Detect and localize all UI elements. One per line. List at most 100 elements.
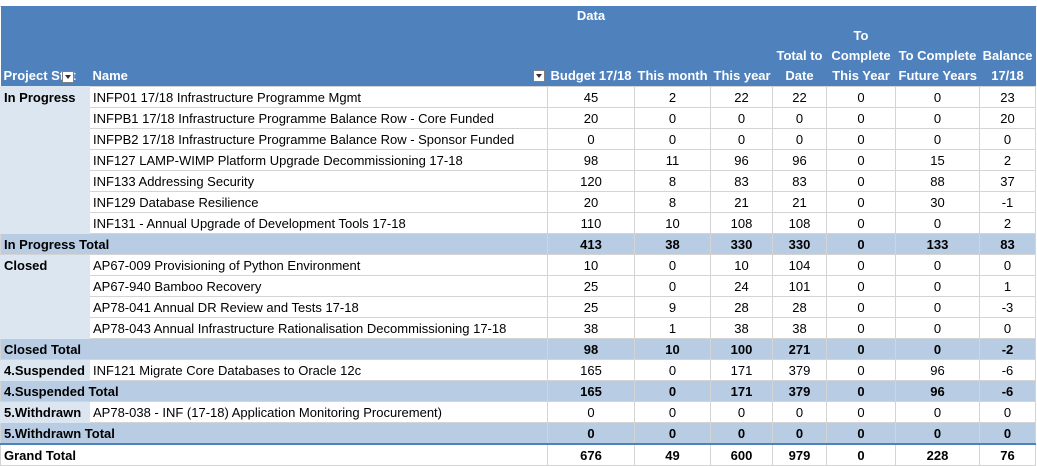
name-cell[interactable]: INF133 Addressing Security — [89, 170, 548, 192]
total-label-cell[interactable]: 5.Withdrawn Total — [0, 422, 548, 445]
balance-cell[interactable]: 37 — [979, 170, 1036, 192]
to-complete-future-cell[interactable]: 0 — [895, 275, 980, 297]
total-to-date-cell[interactable]: 101 — [772, 275, 827, 297]
to-complete-this-year-cell[interactable]: 0 — [826, 212, 896, 234]
this-month-cell[interactable]: 0 — [634, 275, 711, 297]
this-month-cell[interactable]: 0 — [634, 422, 711, 445]
budget-cell[interactable]: 0 — [547, 401, 635, 423]
name-cell[interactable]: INF127 LAMP-WIMP Platform Upgrade Decomm… — [89, 149, 548, 171]
this-year-cell[interactable]: 171 — [710, 380, 773, 402]
total-to-date-cell[interactable]: 979 — [772, 443, 827, 466]
this-month-cell[interactable]: 0 — [634, 401, 711, 423]
to-complete-future-cell[interactable]: 15 — [895, 149, 980, 171]
this-month-cell[interactable]: 0 — [634, 359, 711, 381]
to-complete-this-year-cell[interactable]: 0 — [826, 149, 896, 171]
total-to-date-cell[interactable]: 0 — [772, 107, 827, 129]
total-to-date-cell[interactable]: 83 — [772, 170, 827, 192]
this-year-cell[interactable]: 38 — [710, 317, 773, 339]
total-label-cell[interactable]: Grand Total — [0, 443, 548, 466]
name-column-header[interactable]: Name — [89, 66, 548, 87]
this-month-cell[interactable]: 8 — [634, 170, 711, 192]
budget-cell[interactable]: 25 — [547, 296, 635, 318]
to-complete-future-cell[interactable]: 0 — [895, 401, 980, 423]
total-to-date-cell[interactable]: 271 — [772, 338, 827, 360]
budget-cell[interactable]: 20 — [547, 107, 635, 129]
budget-cell[interactable]: 676 — [547, 443, 635, 466]
status-cell[interactable] — [0, 107, 90, 129]
to-complete-future-cell[interactable]: 96 — [895, 359, 980, 381]
total-to-date-cell[interactable]: 22 — [772, 86, 827, 108]
balance-cell[interactable]: 2 — [979, 212, 1036, 234]
this-month-cell[interactable]: 0 — [634, 107, 711, 129]
balance-cell[interactable]: -6 — [979, 359, 1036, 381]
budget-cell[interactable]: 0 — [547, 422, 635, 445]
total-label-cell[interactable]: In Progress Total — [0, 233, 548, 255]
name-cell[interactable]: INF129 Database Resilience — [89, 191, 548, 213]
budget-cell[interactable]: 98 — [547, 338, 635, 360]
balance-cell[interactable]: 0 — [979, 317, 1036, 339]
budget-cell[interactable]: 0 — [547, 128, 635, 150]
status-cell[interactable] — [0, 128, 90, 150]
balance-cell[interactable]: 76 — [979, 443, 1036, 466]
budget-cell[interactable]: 10 — [547, 254, 635, 276]
this-month-cell[interactable]: 0 — [634, 128, 711, 150]
this-year-cell[interactable]: 10 — [710, 254, 773, 276]
to-complete-future-cell[interactable]: 0 — [895, 107, 980, 129]
balance-cell[interactable]: 20 — [979, 107, 1036, 129]
budget-cell[interactable]: 45 — [547, 86, 635, 108]
this-year-cell[interactable]: 28 — [710, 296, 773, 318]
this-year-cell[interactable]: 0 — [710, 128, 773, 150]
this-month-cell[interactable]: 0 — [634, 254, 711, 276]
to-complete-this-year-cell[interactable]: 0 — [826, 401, 896, 423]
to-complete-this-year-cell[interactable]: 0 — [826, 317, 896, 339]
name-cell[interactable]: INFP01 17/18 Infrastructure Programme Mg… — [89, 86, 548, 108]
balance-cell[interactable]: -6 — [979, 380, 1036, 402]
total-to-date-cell[interactable]: 0 — [772, 401, 827, 423]
budget-cell[interactable]: 165 — [547, 380, 635, 402]
total-to-date-cell[interactable]: 0 — [772, 128, 827, 150]
name-cell[interactable]: AP67-009 Provisioning of Python Environm… — [89, 254, 548, 276]
status-cell[interactable] — [0, 317, 90, 339]
this-year-cell[interactable]: 600 — [710, 443, 773, 466]
balance-cell[interactable]: 0 — [979, 401, 1036, 423]
balance-cell[interactable]: -2 — [979, 338, 1036, 360]
to-complete-future-cell[interactable]: 0 — [895, 422, 980, 445]
status-cell[interactable] — [0, 149, 90, 171]
to-complete-this-year-cell[interactable]: 0 — [826, 359, 896, 381]
to-complete-this-year-cell[interactable]: 0 — [826, 107, 896, 129]
status-cell[interactable]: In Progress — [0, 86, 90, 108]
name-cell[interactable]: INFPB2 17/18 Infrastructure Programme Ba… — [89, 128, 548, 150]
to-complete-this-year-cell[interactable]: 0 — [826, 254, 896, 276]
to-complete-future-cell[interactable]: 0 — [895, 86, 980, 108]
this-year-cell[interactable]: 100 — [710, 338, 773, 360]
filter-dropdown-icon[interactable] — [532, 70, 545, 82]
name-cell[interactable]: INF121 Migrate Core Databases to Oracle … — [89, 359, 548, 381]
budget-cell[interactable]: 25 — [547, 275, 635, 297]
budget-cell[interactable]: 38 — [547, 317, 635, 339]
this-month-cell[interactable]: 1 — [634, 317, 711, 339]
to-complete-this-year-cell[interactable]: 0 — [826, 296, 896, 318]
to-complete-this-year-cell[interactable]: 0 — [826, 86, 896, 108]
to-complete-future-cell[interactable]: 0 — [895, 212, 980, 234]
balance-cell[interactable]: -1 — [979, 191, 1036, 213]
status-cell[interactable]: 5.Withdrawn — [0, 401, 90, 423]
to-complete-future-cell[interactable]: 0 — [895, 128, 980, 150]
this-year-cell[interactable]: 83 — [710, 170, 773, 192]
budget-cell[interactable]: 20 — [547, 191, 635, 213]
budget-cell[interactable]: 413 — [547, 233, 635, 255]
budget-cell[interactable]: 165 — [547, 359, 635, 381]
status-column-header[interactable]: Project Stat — [0, 66, 90, 87]
total-to-date-cell[interactable]: 96 — [772, 149, 827, 171]
to-complete-this-year-cell[interactable]: 0 — [826, 380, 896, 402]
status-cell[interactable]: 4.Suspended — [0, 359, 90, 381]
balance-cell[interactable]: 0 — [979, 422, 1036, 445]
to-complete-this-year-cell[interactable]: 0 — [826, 191, 896, 213]
total-to-date-cell[interactable]: 0 — [772, 422, 827, 445]
balance-cell[interactable]: 83 — [979, 233, 1036, 255]
total-to-date-cell[interactable]: 330 — [772, 233, 827, 255]
name-cell[interactable]: AP78-043 Annual Infrastructure Rationali… — [89, 317, 548, 339]
balance-cell[interactable]: -3 — [979, 296, 1036, 318]
this-month-cell[interactable]: 9 — [634, 296, 711, 318]
this-year-cell[interactable]: 22 — [710, 86, 773, 108]
to-complete-this-year-cell[interactable]: 0 — [826, 128, 896, 150]
